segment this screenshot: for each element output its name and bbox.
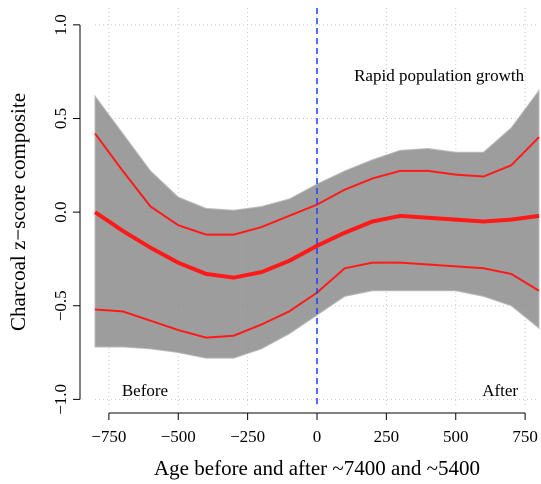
series-line	[94, 132, 540, 236]
x-tick-label: −250	[230, 427, 265, 446]
annotation: Before	[122, 381, 168, 400]
x-tick-label: 750	[512, 427, 538, 446]
y-tick-label: 1.0	[51, 14, 70, 35]
y-axis-label: Charcoal z−score composite	[6, 93, 30, 331]
x-tick-label: 500	[443, 427, 469, 446]
spread-band	[94, 88, 540, 359]
y-tick-label: 0.0	[51, 201, 70, 222]
y-tick-label: 0.5	[51, 108, 70, 129]
annotation: After	[482, 381, 518, 400]
x-axis-label: Age before and after ~7400 and ~5400	[154, 456, 480, 480]
x-tick-label: −750	[91, 427, 126, 446]
y-tick-label: −0.5	[51, 290, 70, 321]
x-tick-label: 0	[313, 427, 322, 446]
annotation: Rapid population growth	[354, 66, 524, 85]
x-tick-label: −500	[161, 427, 196, 446]
series-line	[93, 210, 540, 280]
x-tick-label: 250	[374, 427, 400, 446]
y-tick-label: −1.0	[51, 384, 70, 415]
